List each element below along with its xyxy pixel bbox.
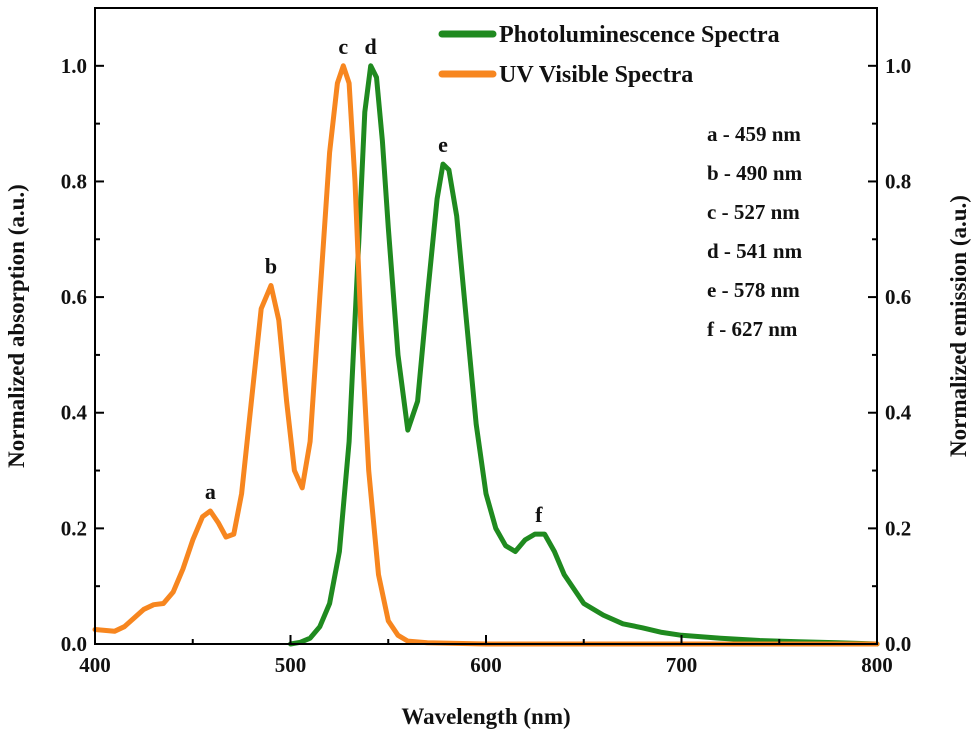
peak-annotation: a - 459 nm — [707, 122, 801, 146]
peak-label-e: e — [438, 132, 448, 157]
y-right-tick-label: 0.2 — [885, 516, 911, 540]
peak-label-f: f — [535, 502, 543, 527]
x-tick-label: 700 — [666, 653, 698, 677]
peak-annotation: c - 527 nm — [707, 200, 800, 224]
peak-annotation: e - 578 nm — [707, 278, 800, 302]
x-axis-title: Wavelength (nm) — [401, 704, 570, 729]
y-left-tick-label: 0.2 — [61, 516, 87, 540]
curves-layer — [92, 63, 880, 647]
peak-annotation: f - 627 nm — [707, 317, 798, 341]
y-left-tick-label: 0.8 — [61, 169, 87, 193]
legend-label-0: Photoluminescence Spectra — [499, 22, 780, 48]
annotation-list: a - 459 nm b - 490 nm c - 527 nm d - 541 nm… — [707, 122, 803, 341]
y-right-tick-label: 0.8 — [885, 169, 911, 193]
y-right-tick-label: 0.0 — [885, 632, 911, 656]
y-right-tick-label: 0.6 — [885, 285, 911, 309]
x-tick-label: 400 — [79, 653, 111, 677]
y-axis-right-title: Normalized emission (a.u.) — [946, 195, 971, 457]
peak-labels-layer: a b c d e f — [205, 34, 543, 527]
peak-annotation: d - 541 nm — [707, 239, 803, 263]
x-tick-label: 800 — [861, 653, 893, 677]
y-left-tick-label: 0.0 — [61, 632, 87, 656]
y-left-tick-label: 1.0 — [61, 54, 87, 78]
peak-label-c: c — [338, 34, 348, 59]
y-axis-left-title: Normalized absorption (a.u.) — [4, 184, 29, 468]
series-line-1 — [92, 63, 880, 647]
legend: Photoluminescence Spectra UV Visible Spec… — [438, 22, 780, 88]
y-left-tick-label: 0.6 — [61, 285, 87, 309]
y-left-tick-label: 0.4 — [61, 401, 88, 425]
x-tick-label: 600 — [470, 653, 502, 677]
peak-label-a: a — [205, 479, 216, 504]
x-tick-label: 500 — [275, 653, 307, 677]
y-right-tick-label: 0.4 — [885, 401, 912, 425]
y-right-tick-label: 1.0 — [885, 54, 911, 78]
peak-label-b: b — [265, 254, 277, 279]
peak-label-d: d — [365, 34, 377, 59]
peak-annotation: b - 490 nm — [707, 161, 803, 185]
legend-label-1: UV Visible Spectra — [499, 62, 693, 88]
